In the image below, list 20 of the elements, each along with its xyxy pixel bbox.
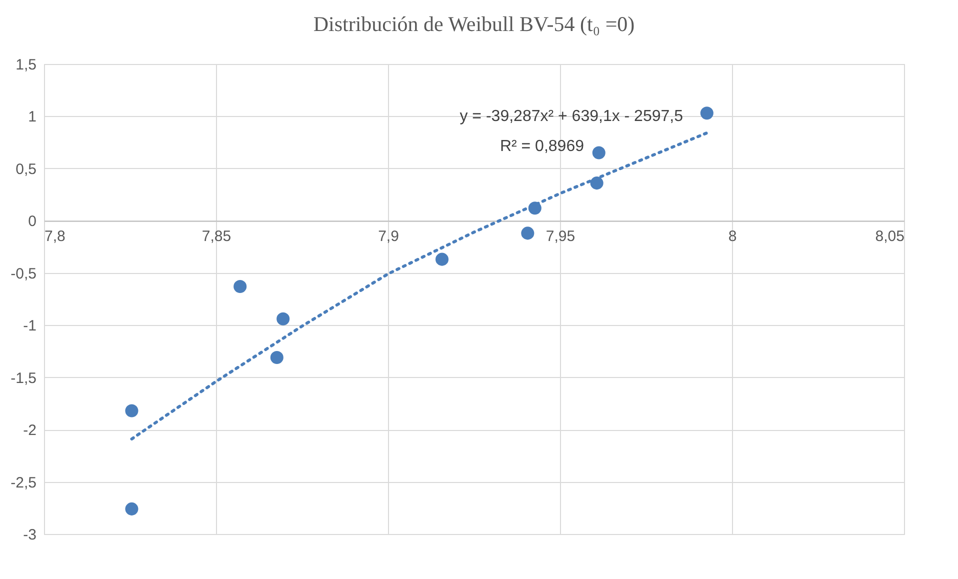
y-tick-label: 1,5 <box>16 56 36 74</box>
y-tick-label: 0,5 <box>16 160 36 178</box>
y-tick-label: -0,5 <box>10 265 36 282</box>
chart-title: Distribución de Weibull BV-54 (t₀ =0) <box>313 12 635 36</box>
line-series <box>130 131 708 440</box>
x-tick-label: 7,95 <box>546 228 576 246</box>
x-tick-label: 7,8 <box>44 228 66 246</box>
annotation: y = -39,287x² + 639,1x - 2597,5 <box>460 108 684 125</box>
y-tick-label: -1 <box>23 318 36 335</box>
x-tick-label: 8 <box>728 228 737 246</box>
y-tick-label: 0 <box>28 213 36 230</box>
x-tick-label: 7,85 <box>202 228 232 246</box>
x-tick-label: 7,9 <box>378 228 399 246</box>
y-tick-label: -2,5 <box>10 474 36 492</box>
x-tick-label: 8,05 <box>875 228 904 246</box>
annotation: R² = 0,8969 <box>500 138 584 155</box>
y-tick-label: 1 <box>28 108 36 126</box>
y-tick-label: -2 <box>23 422 36 440</box>
y-tick-label: -1,5 <box>10 370 36 387</box>
y-tick-label: -3 <box>23 526 36 544</box>
